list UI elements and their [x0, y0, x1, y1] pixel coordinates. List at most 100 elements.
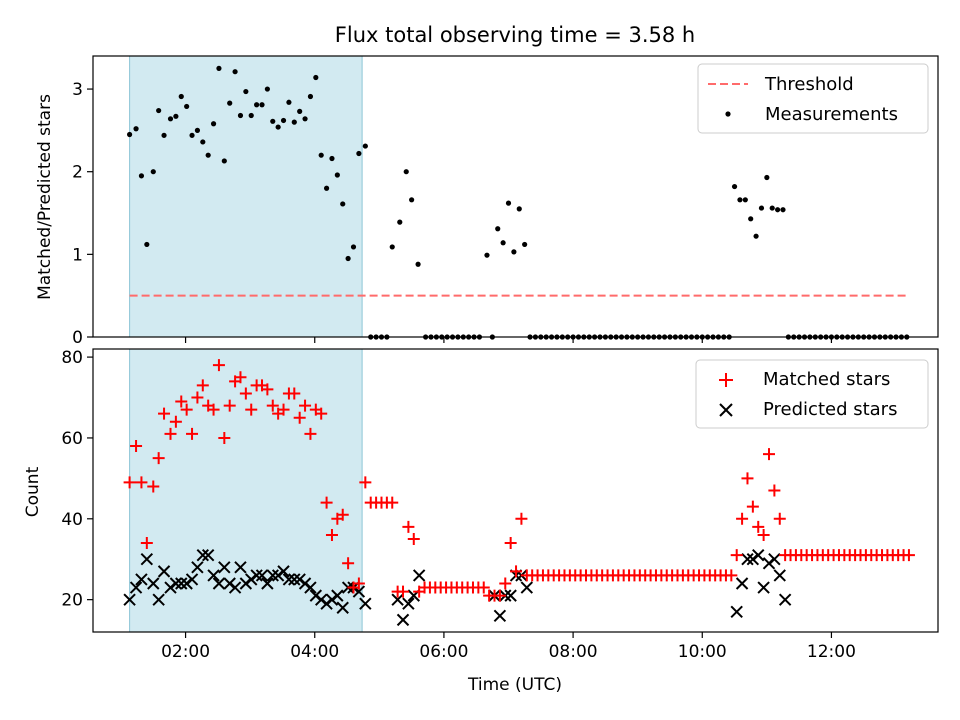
matched-point: [359, 476, 372, 489]
top-panel: 0 1 2 3 Matched/Predicted stars Threshold M…: [35, 55, 939, 348]
matched-point: [135, 476, 148, 489]
matched-point: [239, 387, 252, 400]
legend-predicted-swatch: [719, 403, 733, 417]
measurement-point: [340, 201, 346, 207]
measurement-point: [356, 150, 362, 157]
measurement-point: [270, 118, 276, 124]
matched-point: [158, 407, 171, 420]
measurement-point: [178, 93, 184, 100]
measurement-point: [216, 65, 222, 71]
measurement-point: [409, 197, 415, 203]
predicted-point: [228, 581, 242, 594]
predicted-point: [255, 569, 269, 582]
matched-point: [763, 448, 775, 461]
bottom-y-tick-label: 20: [61, 591, 83, 611]
predicted-point: [412, 569, 426, 582]
predicted-point: [735, 577, 749, 590]
matched-point: [223, 399, 236, 412]
measurement-point: [516, 206, 522, 212]
bottom-y-ticks: 20 40 60 80: [61, 348, 93, 611]
matched-point: [299, 399, 312, 412]
legend-threshold-label: Threshold: [764, 74, 854, 95]
predicted-point: [234, 561, 247, 574]
x-tick-label: 02:00: [161, 642, 210, 662]
measurement-point: [264, 86, 270, 92]
measurement-point: [173, 113, 179, 119]
top-y-ticks: 0 1 2 3: [72, 80, 93, 348]
matched-point: [164, 427, 177, 440]
predicted-point: [157, 565, 171, 578]
x-tick-label: 06:00: [419, 642, 468, 662]
measurement-point: [389, 244, 395, 250]
matched-point: [477, 581, 490, 594]
matched-point: [342, 557, 355, 570]
matched-point: [123, 476, 136, 489]
predicted-point: [768, 553, 781, 566]
predicted-point: [250, 569, 263, 582]
measurement-point: [318, 152, 324, 158]
measurement-point: [362, 143, 368, 149]
predicted-point: [741, 553, 754, 566]
matched-point: [493, 589, 506, 602]
measurement-point: [291, 119, 297, 125]
predicted-point: [175, 577, 188, 590]
matched-point: [175, 395, 188, 408]
x-tick-label: 12:00: [807, 642, 856, 662]
measurement-point: [403, 169, 409, 175]
measurement-point: [329, 155, 335, 162]
x-axis-label: Time (UTC): [467, 675, 562, 695]
bottom-legend: Matched stars Predicted stars: [695, 359, 929, 429]
predicted-point: [288, 573, 301, 586]
legend-measurements-label: Measurements: [765, 104, 898, 125]
matched-points-layer: [123, 359, 915, 602]
measurement-point: [205, 152, 211, 158]
top-y-tick-label: 0: [72, 328, 83, 348]
predicted-point: [196, 548, 210, 562]
measurement-point: [500, 240, 506, 246]
measurement-point: [232, 69, 238, 75]
matched-point: [773, 512, 786, 525]
predicted-point: [757, 581, 770, 594]
predicted-point: [730, 605, 743, 618]
matched-point: [169, 415, 182, 428]
predicted-point: [391, 593, 404, 606]
legend-predicted-label: Predicted stars: [763, 399, 897, 420]
predicted-point: [129, 581, 143, 594]
matched-point: [725, 569, 738, 582]
predicted-point: [331, 589, 344, 602]
matched-point: [757, 528, 770, 541]
matched-point: [902, 549, 915, 562]
predicted-point: [147, 577, 160, 590]
matched-point: [180, 403, 193, 416]
predicted-point: [218, 561, 231, 574]
measurement-point: [737, 197, 743, 203]
measurement-point: [415, 261, 421, 267]
top-x-ticks: [184, 337, 833, 343]
x-tick-label: 08:00: [549, 642, 598, 662]
predicted-point: [191, 561, 204, 574]
measurement-point: [161, 132, 167, 138]
measurement-point: [144, 241, 150, 248]
predicted-point: [282, 573, 296, 586]
matched-point: [336, 508, 349, 521]
matched-point: [397, 585, 410, 598]
measurement-point: [505, 200, 512, 206]
measurement-point: [769, 205, 775, 211]
predicted-point: [336, 601, 349, 614]
top-y-tick-label: 1: [72, 245, 83, 265]
measurement-point: [397, 219, 403, 225]
predicted-point: [135, 573, 148, 586]
matched-point: [768, 484, 781, 497]
matched-point: [741, 472, 754, 485]
predicted-point: [169, 577, 183, 590]
predicted-point: [212, 577, 226, 590]
matched-point: [386, 496, 399, 509]
measurement-point: [323, 185, 330, 191]
predicted-point: [304, 581, 317, 594]
measurement-point: [227, 100, 233, 106]
measurement-point: [748, 216, 754, 222]
measurement-point: [156, 107, 162, 114]
matched-point: [277, 403, 290, 416]
predicted-points-layer: [123, 548, 792, 627]
